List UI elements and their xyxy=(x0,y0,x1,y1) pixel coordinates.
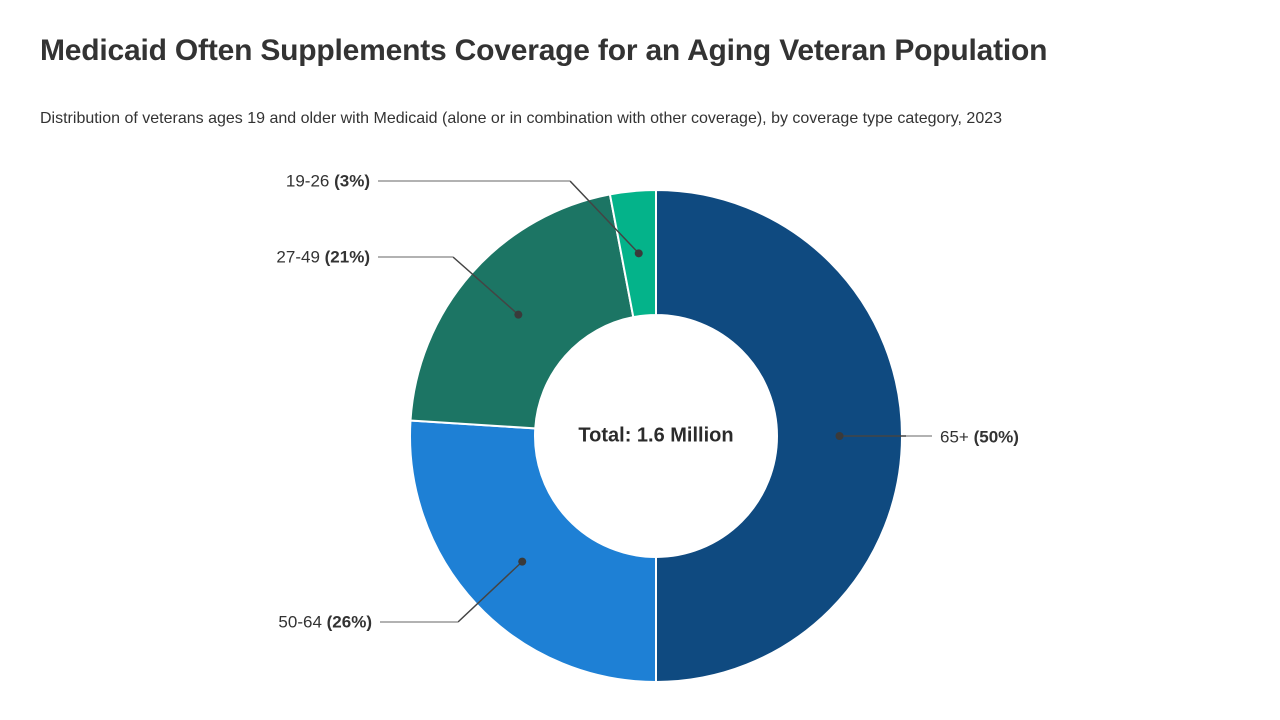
leader-line-inner xyxy=(452,256,519,316)
callout-label-19-26: 19-26 (3%) xyxy=(286,173,370,190)
slice-19-26[interactable] xyxy=(608,188,657,319)
callout-range-19-26: 19-26 xyxy=(285,171,330,191)
slice-27-49[interactable] xyxy=(409,193,635,430)
slice-50-64[interactable] xyxy=(409,419,657,684)
callout-percent-65plus: (50%) xyxy=(973,427,1019,447)
slice-65[interactable] xyxy=(655,188,903,684)
callout-dot xyxy=(514,310,523,319)
callout-percent-19-26: (3%) xyxy=(334,171,370,191)
callout-dot xyxy=(634,249,643,258)
callout-label-27-49: 27-49 (21%) xyxy=(276,249,370,266)
callout-range-27-49: 27-49 xyxy=(276,247,320,267)
callout-percent-50-64: (26%) xyxy=(326,612,372,632)
leader-line-inner xyxy=(457,561,523,623)
donut-center-total: Total: 1.6 Million xyxy=(578,424,734,447)
callout-percent-27-49: (21%) xyxy=(324,247,370,267)
callout-dot xyxy=(835,432,844,440)
chart-subtitle: Distribution of veterans ages 19 and old… xyxy=(40,110,1003,127)
callout-dot xyxy=(518,557,527,566)
leader-line-inner xyxy=(569,180,640,254)
callout-label-50-64: 50-64 (26%) xyxy=(278,614,372,631)
callout-label-65plus: 65+ (50%) xyxy=(940,429,1019,446)
chart-title: Medicaid Often Supplements Coverage for … xyxy=(40,34,1048,67)
callout-range-50-64: 50-64 xyxy=(278,612,322,632)
callout-range-65plus: 65+ xyxy=(940,427,969,447)
